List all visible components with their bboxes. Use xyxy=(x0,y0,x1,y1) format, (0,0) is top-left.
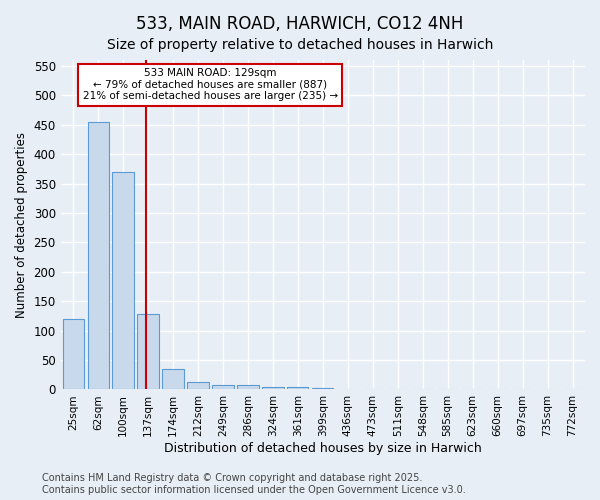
Bar xyxy=(163,369,184,390)
Text: Size of property relative to detached houses in Harwich: Size of property relative to detached ho… xyxy=(107,38,493,52)
Text: Contains HM Land Registry data © Crown copyright and database right 2025.
Contai: Contains HM Land Registry data © Crown c… xyxy=(42,474,466,495)
Bar xyxy=(262,386,284,390)
Bar xyxy=(287,386,308,390)
Bar xyxy=(212,385,233,390)
Bar xyxy=(362,389,383,390)
Bar xyxy=(112,172,134,390)
Y-axis label: Number of detached properties: Number of detached properties xyxy=(15,132,28,318)
Bar xyxy=(187,382,209,390)
Text: 533, MAIN ROAD, HARWICH, CO12 4NH: 533, MAIN ROAD, HARWICH, CO12 4NH xyxy=(136,15,464,33)
Bar xyxy=(88,122,109,390)
Bar xyxy=(412,389,433,390)
Bar xyxy=(337,389,358,390)
Text: 533 MAIN ROAD: 129sqm
← 79% of detached houses are smaller (887)
21% of semi-det: 533 MAIN ROAD: 129sqm ← 79% of detached … xyxy=(83,68,338,102)
X-axis label: Distribution of detached houses by size in Harwich: Distribution of detached houses by size … xyxy=(164,442,482,455)
Bar xyxy=(312,388,334,390)
Bar xyxy=(238,386,259,390)
Bar xyxy=(62,319,84,390)
Bar xyxy=(387,389,409,390)
Bar xyxy=(137,314,158,390)
